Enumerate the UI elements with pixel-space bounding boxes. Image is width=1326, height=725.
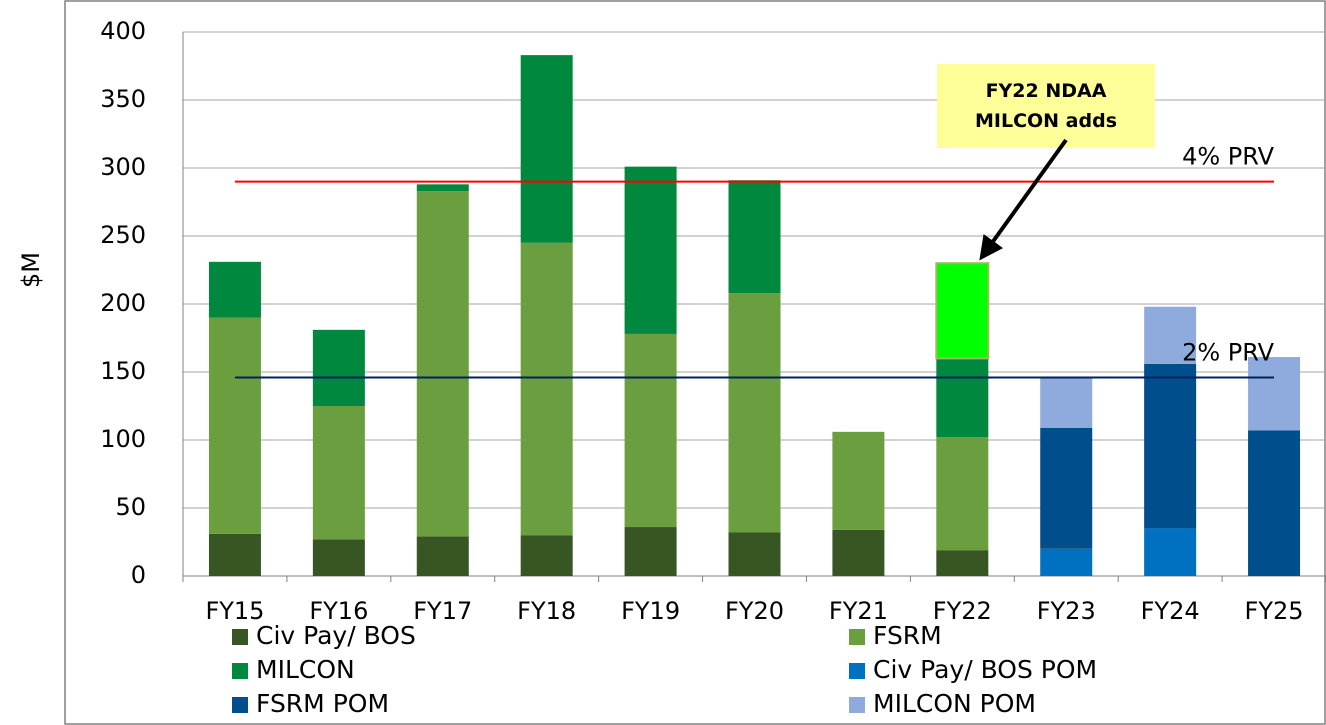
bar-segment — [416, 536, 469, 576]
legend-swatch — [232, 663, 248, 679]
y-tick-label: 0 — [131, 561, 146, 589]
bar-segment — [416, 184, 469, 192]
x-tick-label: FY16 — [309, 597, 368, 625]
legend-label: FSRM — [873, 621, 942, 650]
bar-segment — [832, 431, 885, 530]
bar-segment — [520, 535, 573, 576]
annotation-text: FY22 NDAA MILCON adds — [975, 80, 1117, 132]
bar-segment — [728, 180, 781, 294]
bar-segment — [936, 550, 989, 576]
bar-segment — [935, 262, 990, 360]
y-axis-label: $M — [17, 252, 45, 288]
bar-segment — [728, 532, 781, 576]
x-tick-label: FY17 — [413, 597, 472, 625]
legend-swatch — [849, 697, 865, 713]
y-tick-label: 100 — [100, 425, 146, 453]
x-tick-label: FY23 — [1037, 597, 1096, 625]
x-tick-label: FY18 — [517, 597, 576, 625]
bar-segment — [1248, 357, 1301, 431]
bar-segment — [1040, 548, 1093, 576]
bar-segment — [312, 329, 365, 406]
legend-label: Civ Pay/ BOS — [256, 621, 416, 650]
legend-label: MILCON POM — [873, 689, 1036, 718]
x-tick-label: FY24 — [1141, 597, 1200, 625]
bar-segment — [832, 529, 885, 576]
bar-segment — [520, 55, 573, 243]
bar-segment — [1144, 363, 1197, 529]
x-tick-label: FY21 — [829, 597, 888, 625]
y-tick-label: 350 — [100, 85, 146, 113]
annotation-arrow — [979, 138, 1068, 261]
bar-segment — [936, 358, 989, 438]
bar-segment — [728, 293, 781, 533]
y-tick-label: 50 — [115, 493, 146, 521]
y-tick-label: 300 — [100, 153, 146, 181]
y-tick-label: 250 — [100, 221, 146, 249]
legend-swatch — [232, 697, 248, 713]
bar-segment — [520, 242, 573, 536]
bar-segment — [1144, 528, 1197, 576]
legend-label: MILCON — [256, 655, 355, 684]
reference-label: 2% PRV — [1182, 338, 1275, 366]
legend-label: Civ Pay/ BOS POM — [873, 655, 1097, 684]
bar-segment — [624, 333, 677, 528]
legend-swatch — [849, 629, 865, 645]
bar-segment — [208, 533, 261, 576]
bar-segment — [624, 166, 677, 334]
x-tick-label: FY20 — [725, 597, 784, 625]
x-tick-label: FY25 — [1245, 597, 1304, 625]
y-tick-label: 400 — [100, 17, 146, 45]
bar-segment — [312, 406, 365, 540]
x-tick-label: FY19 — [621, 597, 680, 625]
bar-segment — [1040, 427, 1093, 549]
x-tick-label: FY15 — [205, 597, 264, 625]
reference-label: 4% PRV — [1182, 143, 1275, 171]
bar-segment — [312, 539, 365, 576]
y-tick-label: 150 — [100, 357, 146, 385]
bar-segment — [208, 261, 261, 318]
legend-label: FSRM POM — [256, 689, 389, 718]
bar-segment — [1144, 306, 1197, 364]
bar-segment — [624, 527, 677, 576]
x-tick-label: FY22 — [933, 597, 992, 625]
annotation-box — [937, 64, 1155, 148]
legend-swatch — [232, 629, 248, 645]
bar-segment — [416, 191, 469, 537]
bar-segment — [1040, 377, 1093, 428]
bar-segment — [1248, 430, 1301, 576]
legend-swatch — [849, 663, 865, 679]
y-tick-label: 200 — [100, 289, 146, 317]
bar-segment — [208, 317, 261, 534]
bar-segment — [936, 437, 989, 551]
